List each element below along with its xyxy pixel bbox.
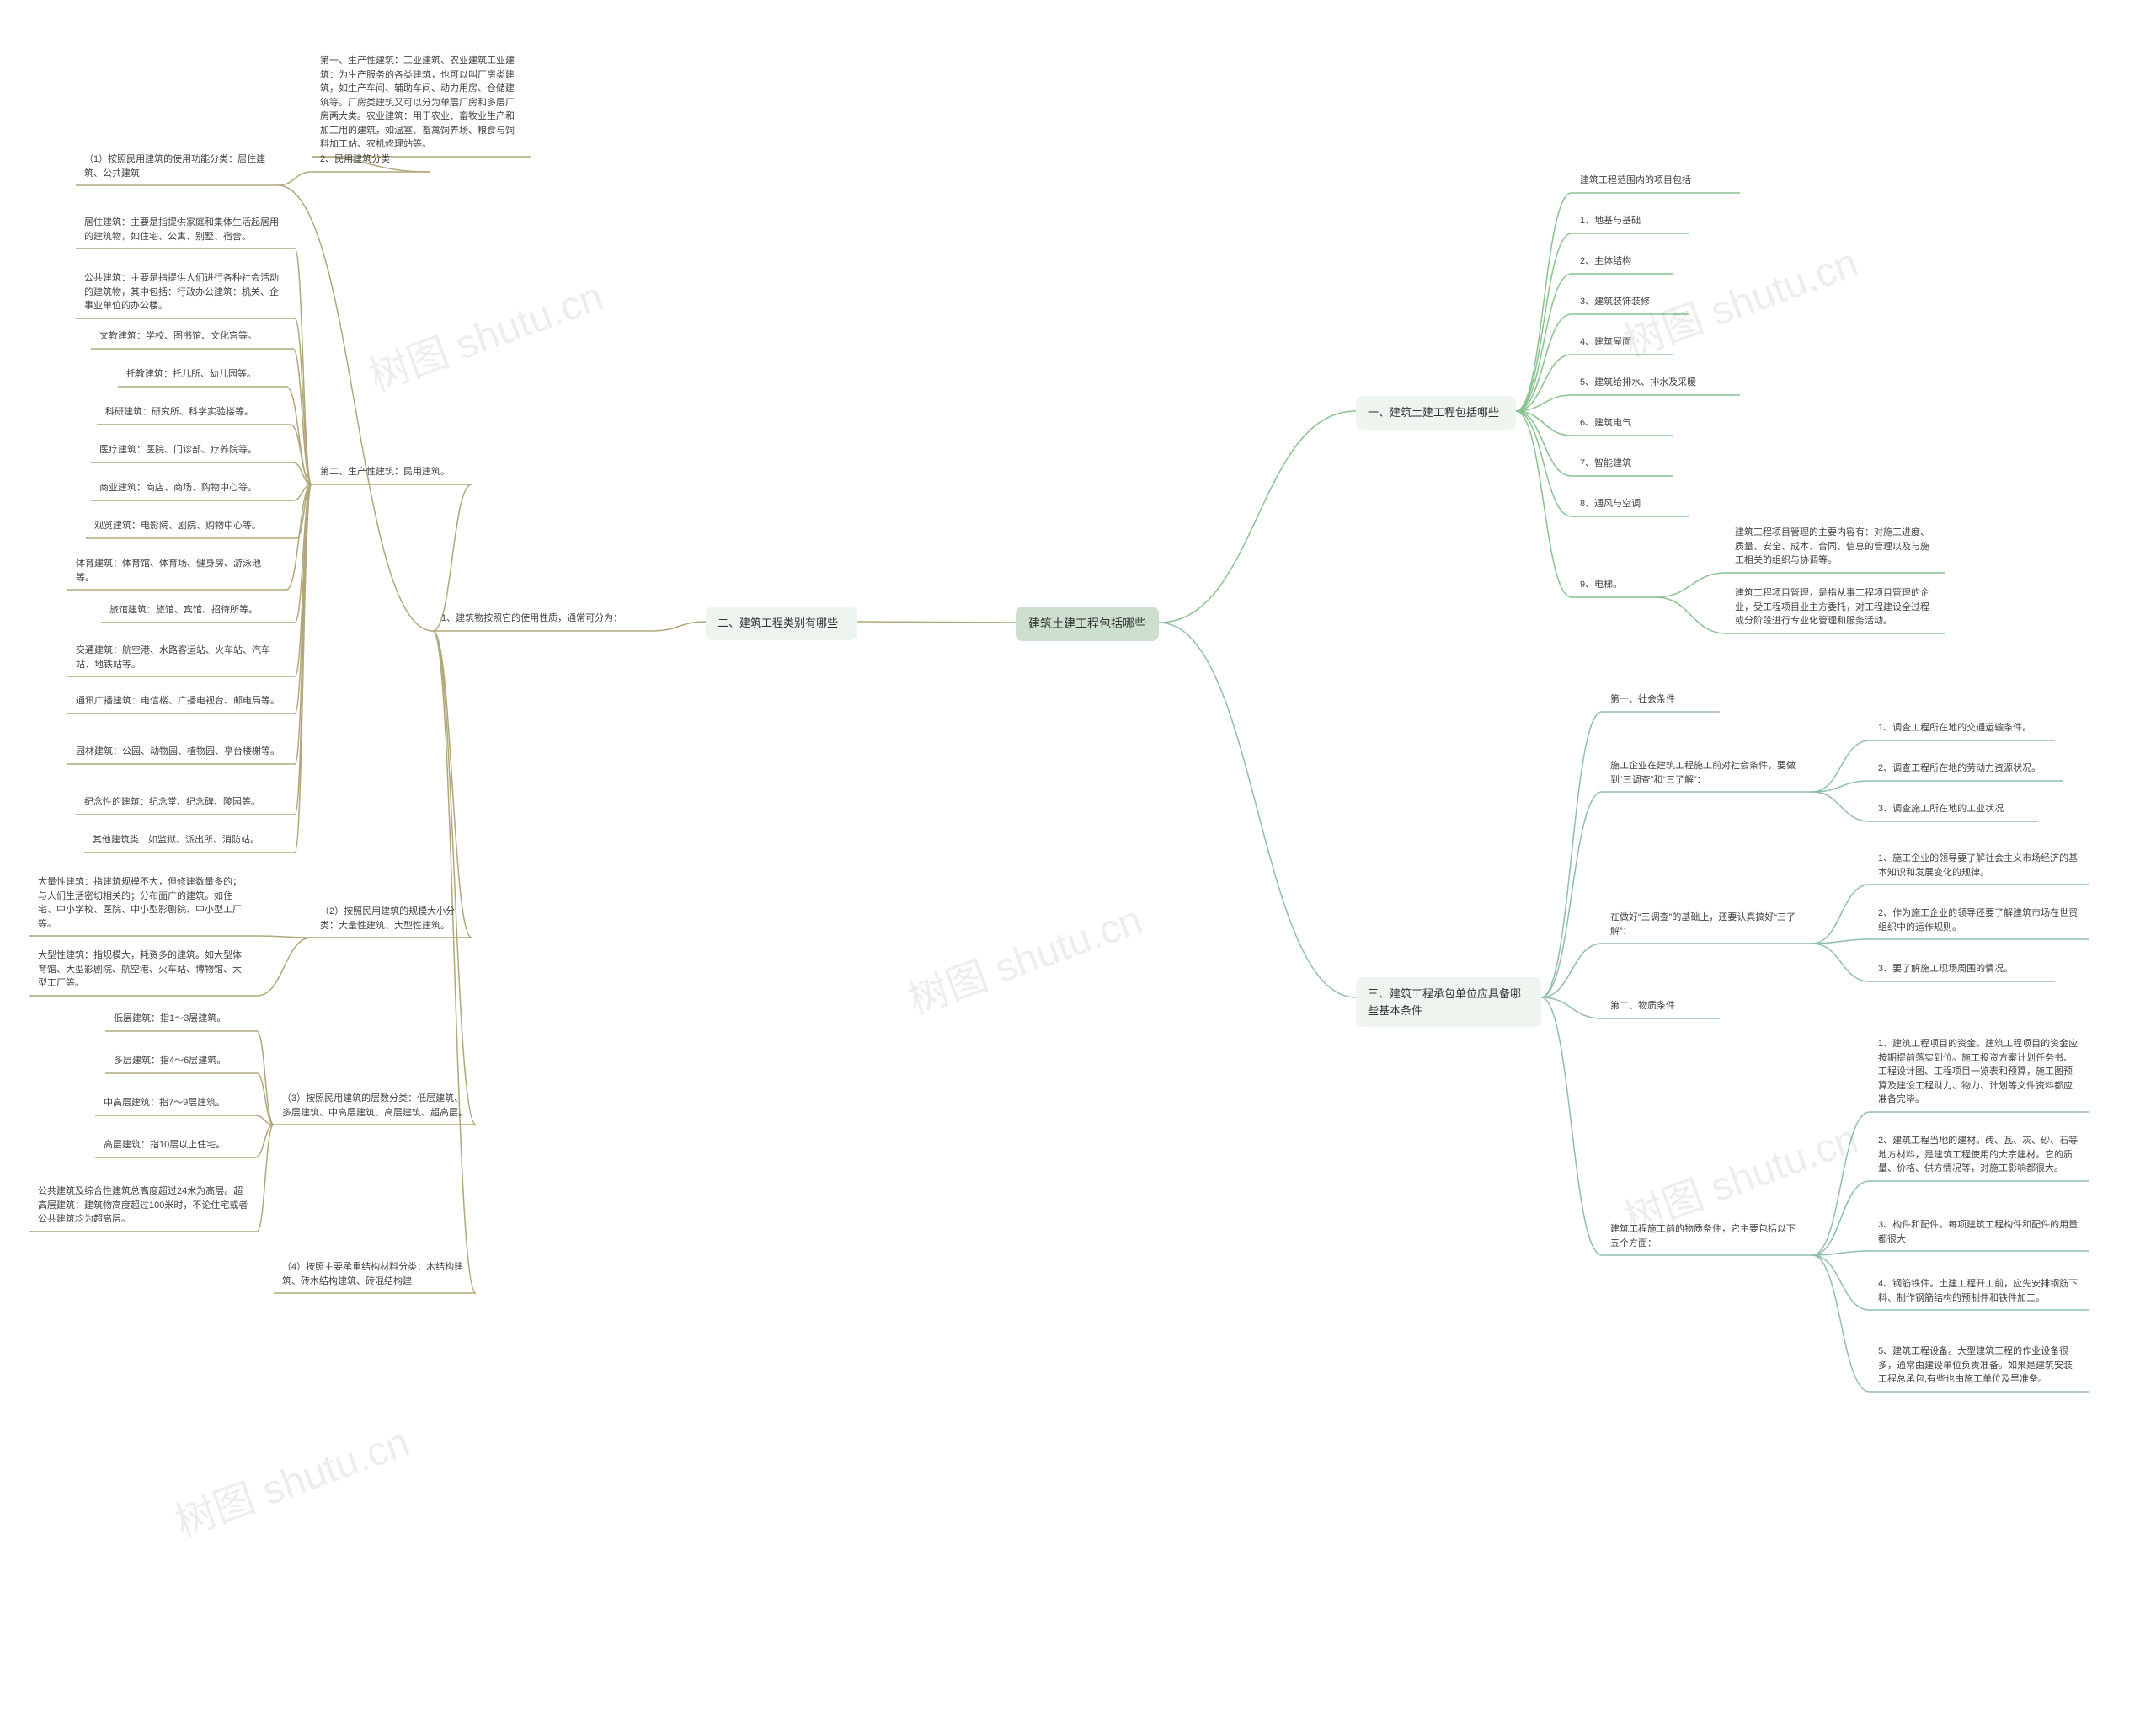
leaf-node: 中高层建筑：指7～9层建筑。: [95, 1091, 255, 1115]
level2-node: （4）按照主要承重结构材料分类：木结构建筑、砖木结构建筑、砖混结构建: [274, 1255, 476, 1293]
leaf-node: 大型性建筑：指规模大，耗资多的建筑。如大型体育馆、大型影剧院、航空港、火车站、博…: [29, 944, 257, 996]
leaf-node: 体育建筑：体育馆、体育场、健身房、游泳池等。: [67, 552, 286, 590]
leaf-node: 5、建筑给排水、排水及采暖: [1572, 371, 1740, 395]
leaf-node: 1、施工企业的领导要了解社会主义市场经济的基本知识和发展变化的规律。: [1870, 847, 2089, 885]
leaf-node: 第一、社会条件: [1602, 687, 1720, 712]
leaf-node: 多层建筑：指4～6层建筑。: [105, 1049, 257, 1073]
branch-one: 一、建筑土建工程包括哪些: [1356, 396, 1516, 430]
leaf-node: 其他建筑类：如监狱、派出所、消防站。: [84, 828, 295, 853]
leaf-node: 建筑工程范围内的项目包括: [1572, 168, 1740, 193]
branch-left: 二、建筑工程类别有哪些: [706, 607, 857, 640]
leaf-node: 1、地基与基础: [1572, 209, 1689, 233]
leaf-node: 大量性建筑：指建筑规模不大，但修建数量多的；与人们生活密切相关的；分布面广的建筑…: [29, 870, 257, 936]
leaf-node: 3、建筑装饰装修: [1572, 290, 1689, 314]
level2-node: （3）按照民用建筑的层数分类：低层建筑、多层建筑、中高层建筑、高层建筑、超高层。: [274, 1087, 476, 1125]
leaf-node: 公共建筑：主要是指提供人们进行各种社会活动的建筑物，其中包括：行政办公建筑：机关…: [76, 266, 295, 318]
leaf-node: 高层建筑：指10层以上住宅。: [95, 1133, 255, 1157]
leaf-node: 3、构件和配件。每项建筑工程构件和配件的用量都很大: [1870, 1213, 2089, 1251]
leaf-node: 在做好“三调查”的基础上，还要认真搞好“三了解”：: [1602, 906, 1812, 944]
leaf-node: 通讯广播建筑：电信楼、广播电视台、邮电局等。: [67, 689, 295, 714]
leaf-node: 3、调查施工所在地的工业状况: [1870, 797, 2038, 821]
leaf-node: 旅馆建筑：旅馆、宾馆、招待所等。: [101, 598, 295, 623]
leaf-node: 3、要了解施工现场周围的情况。: [1870, 957, 2055, 981]
leaf-node: 文教建筑：学校、图书馆、文化宫等。: [91, 324, 293, 349]
leaf-node: 建筑工程施工前的物质条件，它主要包括以下五个方面：: [1602, 1217, 1812, 1255]
leaf-node: 1、调查工程所在地的交通运输条件。: [1870, 716, 2055, 740]
leaf-node: 7、智能建筑: [1572, 452, 1673, 476]
leaf-node: 2、调查工程所在地的劳动力资源状况。: [1870, 756, 2063, 781]
leaf-node: 商业建筑：商店、商场、购物中心等。: [91, 476, 293, 500]
root-node: 建筑土建工程包括哪些: [1016, 607, 1159, 641]
leaf-node: 公共建筑及综合性建筑总高度超过24米为高层。超高层建筑：建筑物高度超过100米时…: [29, 1179, 257, 1232]
leaf-node: 5、建筑工程设备。大型建筑工程的作业设备很多，通常由建设单位负责准备。如果是建筑…: [1870, 1339, 2089, 1392]
leaf-node: 观览建筑：电影院、剧院、购物中心等。: [86, 514, 296, 538]
leaf-node: 8、通风与空调: [1572, 492, 1689, 516]
level2-node: （1）按照民用建筑的使用功能分类：居住建筑、公共建筑: [76, 147, 278, 185]
leaf-node: 园林建筑：公园、动物园、植物园、亭台楼榭等。: [67, 740, 295, 764]
leaf-node: 2、建筑工程当地的建材。砖、瓦、灰、砂、石等地方材料，是建筑工程使用的大宗建材。…: [1870, 1129, 2089, 1181]
leaf-node: 1、建筑工程项目的资金。建筑工程项目的资金应按期提前落实到位。施工投资方案计划任…: [1870, 1032, 2089, 1112]
branch-three: 三、建筑工程承包单位应具备哪些基本条件: [1356, 977, 1541, 1027]
leaf-node: 4、钢筋铁件。土建工程开工前，应先安排钢筋下料、制作钢筋结构的预制件和铁件加工。: [1870, 1272, 2089, 1310]
leaf-node: 建筑工程项目管理的主要内容有：对施工进度、质量、安全、成本、合同、信息的管理以及…: [1726, 521, 1945, 573]
leaf-node: 科研建筑：研究所、科学实验楼等。: [97, 400, 291, 425]
level1-node: 1、建筑物按照它的使用性质，通常可分为：: [433, 607, 652, 631]
leaf-node: 托教建筑：托儿所、幼儿园等。: [118, 362, 286, 387]
leaf-node: 建筑工程项目管理，是指从事工程项目管理的企业，受工程项目业主方委托，对工程建设全…: [1726, 581, 1945, 633]
leaf-node: 第一、生产性建筑：工业建筑、农业建筑工业建筑：为生产服务的各类建筑，也可以叫厂房…: [312, 49, 531, 157]
leaf-node: 交通建筑：航空港、水路客运站、火车站、汽车站、地铁站等。: [67, 639, 295, 676]
leaf-node: 居住建筑：主要是指提供家庭和集体生活起居用的建筑物，如住宅、公寓、别墅、宿舍。: [76, 211, 295, 249]
leaf-node: 施工企业在建筑工程施工前对社会条件，要做到“三调查”和“三了解”：: [1602, 754, 1812, 792]
leaf-node: 9、电梯。: [1572, 573, 1656, 597]
leaf-node: 低层建筑：指1～3层建筑。: [105, 1007, 257, 1031]
leaf-node: 医疗建筑：医院、门诊部、疗养院等。: [91, 438, 293, 462]
leaf-node: 2、作为施工企业的领导还要了解建筑市场在世贸组织中的运作规则。: [1870, 901, 2089, 939]
leaf-node: 2、主体结构: [1572, 249, 1673, 274]
level2-node: （2）按照民用建筑的规模大小分类：大量性建筑、大型性建筑。: [312, 900, 472, 938]
leaf-node: 4、建筑屋面: [1572, 330, 1673, 355]
leaf-node: 第二、物质条件: [1602, 994, 1720, 1018]
level2-node: 第二、生产性建筑：民用建筑。: [312, 460, 472, 484]
leaf-node: 纪念性的建筑：纪念堂、纪念碑、陵园等。: [76, 790, 295, 815]
leaf-node: 6、建筑电气: [1572, 411, 1673, 436]
